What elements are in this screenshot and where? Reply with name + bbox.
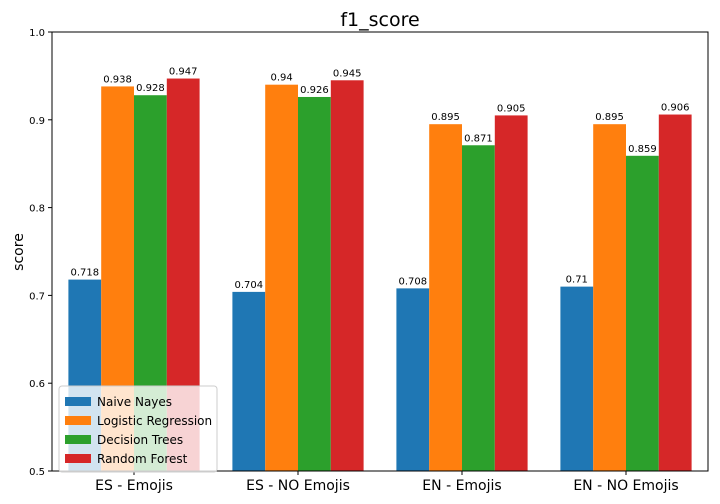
legend-label: Naive Nayes (97, 395, 172, 409)
bar (265, 84, 298, 472)
bar (330, 80, 364, 471)
legend: Naive Nayes Logistic Regression Decision T… (58, 385, 218, 473)
legend-swatch (65, 397, 91, 406)
bar (658, 114, 692, 472)
legend-label: Logistic Regression (97, 414, 212, 428)
bar-value-label: 0.708 (398, 276, 427, 287)
x-tick-label: EN - NO Emojis (573, 478, 678, 494)
legend-box (58, 385, 218, 473)
y-axis-label: score (11, 233, 27, 271)
plot-frame (51, 31, 709, 472)
bar (494, 115, 528, 471)
y-tick-label: 0.7 (29, 291, 45, 302)
bar-value-label: 0.94 (270, 73, 292, 84)
bar-value-label: 0.871 (464, 133, 493, 144)
bar (593, 124, 626, 471)
bars-layer (68, 78, 692, 472)
x-tick-label: ES - NO Emojis (246, 478, 350, 494)
legend-swatch (65, 416, 91, 425)
x-axis-ticks: ES - Emojis ES - NO Emojis EN - Emojis EN -… (95, 471, 679, 494)
bar (396, 288, 430, 471)
bar-value-label: 0.895 (431, 112, 460, 123)
legend-label: Random Forest (97, 452, 188, 466)
bar-value-label: 0.905 (497, 103, 526, 114)
bar-value-label: 0.71 (566, 275, 588, 286)
y-tick-label: 0.6 (29, 379, 45, 390)
bar-value-label: 0.704 (234, 280, 263, 291)
bar-value-label: 0.895 (595, 112, 624, 123)
bar-value-label: 0.945 (333, 68, 362, 79)
y-axis-ticks: 0.5 0.6 0.7 0.8 0.9 1.0 (29, 28, 52, 478)
bar (429, 124, 462, 471)
bar-value-label: 0.718 (70, 268, 99, 279)
y-tick-label: 0.9 (29, 116, 45, 127)
bar-value-label: 0.926 (300, 85, 329, 96)
y-tick-label: 0.8 (29, 204, 45, 215)
legend-swatch (65, 454, 91, 463)
value-labels-layer: 0.718 0.938 0.928 0.947 0.704 0.94 0.926 0.945 0… (70, 67, 689, 291)
legend-label: Decision Trees (97, 433, 183, 447)
bar-value-label: 0.938 (103, 74, 132, 85)
bar-value-label: 0.906 (661, 103, 690, 114)
bar-value-label: 0.947 (169, 67, 198, 78)
legend-swatch (65, 435, 91, 444)
bar (462, 145, 495, 471)
y-tick-label: 0.5 (29, 467, 45, 478)
y-tick-label: 1.0 (29, 28, 45, 39)
x-tick-label: ES - Emojis (95, 478, 173, 494)
bar (298, 96, 331, 472)
bar (626, 155, 659, 471)
bar-value-label: 0.859 (628, 144, 657, 155)
bar-value-label: 0.928 (136, 83, 165, 94)
bar (560, 286, 594, 471)
bar (232, 291, 266, 471)
chart-title: f1_score (340, 9, 419, 31)
x-tick-label: EN - Emojis (422, 478, 501, 494)
